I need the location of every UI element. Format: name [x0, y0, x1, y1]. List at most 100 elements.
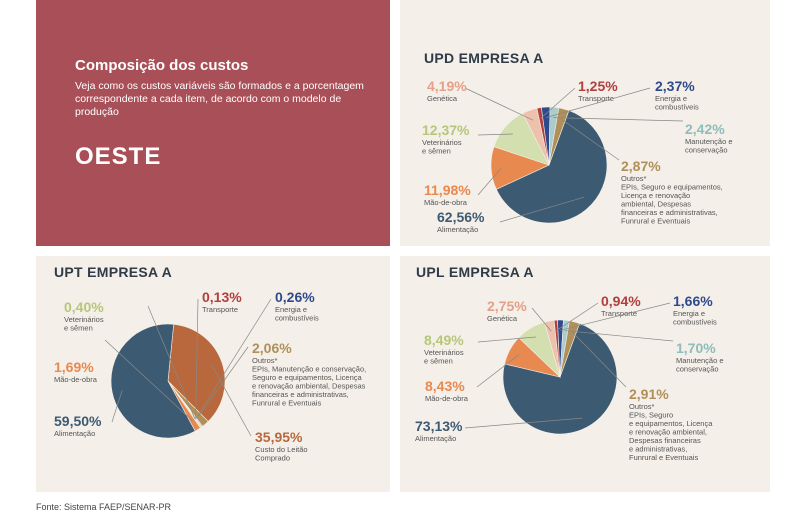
label-upt-alimentacao: Alimentação	[54, 429, 95, 438]
label-upl-manutencao: Manutenção e	[676, 356, 724, 365]
pct-upl-alimentacao: 73,13%	[415, 418, 463, 434]
label-upt-outros: Seguro e equipamentos, Licença	[252, 373, 362, 382]
label-upt-veterinarios: e sêmen	[64, 324, 93, 333]
leader-upt-alimentacao	[111, 390, 123, 423]
label-upt-outros: Outros*	[252, 356, 278, 365]
label-upd-genetica: Genética	[427, 94, 458, 103]
label-upl-genetica: Genética	[487, 314, 518, 323]
leader-upt-leite	[211, 365, 252, 437]
label-upd-outros: Licença e renovação	[621, 191, 690, 200]
leader-upt-veterinarios	[147, 305, 196, 420]
leader-upl-veterinarios	[477, 336, 536, 343]
leader-upl-transporte	[556, 302, 599, 331]
leader-upd-manutencao	[553, 117, 684, 122]
pct-upl-outros: 2,91%	[629, 386, 669, 402]
label-upd-outros: Funrural e Eventuais	[621, 217, 690, 226]
pct-upd-alimentacao: 62,56%	[437, 209, 485, 225]
leader-upd-mao_de_obra	[477, 167, 502, 196]
label-upd-outros: financeiras e administrativas,	[621, 208, 718, 217]
pct-upd-mao_de_obra: 11,98%	[424, 182, 471, 198]
leader-upl-outros	[571, 331, 627, 388]
pct-upd-genetica: 4,19%	[427, 78, 467, 94]
label-upl-energia: combustíveis	[673, 318, 717, 327]
intro-title: Composição dos custos	[75, 57, 249, 74]
label-upt-leite: Custo do Leitão	[255, 445, 308, 454]
label-upd-alimentacao: Alimentação	[437, 225, 478, 234]
label-upd-outros: EPIs, Seguro e equipamentos,	[621, 183, 723, 192]
leader-upd-energia	[546, 87, 651, 118]
chart-title-upt: UPT EMPRESA A	[54, 264, 172, 280]
label-upl-outros: e equipamentos, Licença	[629, 419, 713, 428]
label-upl-veterinarios: Veterinários	[424, 348, 464, 357]
pct-upt-outros: 2,06%	[252, 340, 292, 356]
label-upt-outros: financeiras e administrativas,	[252, 390, 349, 399]
label-upl-manutencao: conservação	[676, 365, 719, 374]
label-upl-energia: Energia e	[673, 309, 705, 318]
label-upt-energia: Energia e	[275, 305, 307, 314]
label-upl-mao_de_obra: Mão-de-obra	[425, 394, 469, 403]
pie-upt	[110, 323, 226, 439]
pct-upt-alimentacao: 59,50%	[54, 413, 102, 429]
leader-upd-genetica	[464, 87, 534, 121]
label-upt-outros: Funrural e Eventuais	[252, 399, 321, 408]
label-upl-transporte: Transporte	[601, 309, 637, 318]
label-upl-veterinarios: e sêmen	[424, 357, 453, 366]
pct-upd-energia: 2,37%	[655, 78, 695, 94]
leader-upl-energia	[560, 302, 671, 331]
label-upd-transporte: Transporte	[578, 94, 614, 103]
label-upd-veterinarios: e sêmen	[422, 147, 451, 156]
label-upt-outros: EPIs, Manutenção e conservação,	[252, 365, 366, 374]
pie-upd	[490, 106, 608, 224]
pct-upl-veterinarios: 8,49%	[424, 332, 464, 348]
chart-title-upl: UPL EMPRESA A	[416, 264, 534, 280]
label-upt-leite: Comprado	[255, 454, 290, 463]
label-upt-veterinarios: Veterinários	[64, 315, 104, 324]
pct-upl-energia: 1,66%	[673, 293, 713, 309]
pct-upd-transporte: 1,25%	[578, 78, 618, 94]
pct-upd-outros: 2,87%	[621, 158, 661, 174]
label-upd-manutencao: conservação	[685, 146, 728, 155]
pct-upd-manutencao: 2,42%	[685, 121, 725, 137]
leader-upd-alimentacao	[499, 196, 585, 223]
leader-upt-transporte	[195, 298, 199, 419]
label-upl-outros: e renovação ambiental,	[629, 428, 707, 437]
source-note: Fonte: Sistema FAEP/SENAR-PR	[36, 502, 172, 512]
intro-region: OESTE	[75, 143, 162, 170]
leader-upd-transporte	[540, 87, 576, 119]
intro-description: Veja como os custos variáveis são formad…	[75, 80, 364, 118]
slice-upd-outros	[548, 107, 570, 166]
pct-upt-veterinarios: 0,40%	[64, 299, 104, 315]
pct-upd-veterinarios: 12,37%	[422, 122, 470, 138]
leader-upd-outros	[560, 118, 620, 161]
pie-upl	[502, 319, 618, 435]
label-upl-outros: Funrural e Eventuais	[629, 453, 698, 462]
leader-upl-mao_de_obra	[476, 354, 520, 388]
label-upl-outros: Outros*	[629, 402, 655, 411]
pct-upt-leite: 35,95%	[255, 429, 303, 445]
pct-upt-transporte: 0,13%	[202, 289, 242, 305]
intro-panel: Composição dos custos Veja como os custo…	[36, 0, 390, 246]
label-upd-energia: combustíveis	[655, 103, 699, 112]
leader-upl-manutencao	[565, 330, 674, 342]
leader-upt-mao_de_obra	[104, 339, 193, 422]
label-upl-outros: EPIs, Seguro	[629, 411, 673, 420]
label-upl-outros: e administrativas,	[629, 445, 687, 454]
label-upl-alimentacao: Alimentação	[415, 434, 456, 443]
pct-upl-transporte: 0,94%	[601, 293, 641, 309]
pct-upt-energia: 0,26%	[275, 289, 315, 305]
leader-upl-alimentacao	[464, 417, 583, 429]
label-upd-veterinarios: Veterinários	[422, 138, 462, 147]
pct-upt-mao_de_obra: 1,69%	[54, 359, 94, 375]
leader-upd-veterinarios	[477, 133, 513, 136]
label-upt-mao_de_obra: Mão-de-obra	[54, 375, 98, 384]
label-upd-outros: Outros*	[621, 174, 647, 183]
pct-upl-genetica: 2,75%	[487, 298, 527, 314]
label-upl-outros: Despesas financeiras	[629, 436, 701, 445]
leader-upt-energia	[195, 298, 272, 419]
label-upt-outros: e renovação ambiental, Despesas	[252, 382, 366, 391]
label-upd-mao_de_obra: Mão-de-obra	[424, 198, 468, 207]
leader-upt-outros	[198, 346, 249, 417]
leader-upl-genetica	[531, 307, 552, 332]
label-upd-outros: ambiental, Despesas	[621, 200, 691, 209]
